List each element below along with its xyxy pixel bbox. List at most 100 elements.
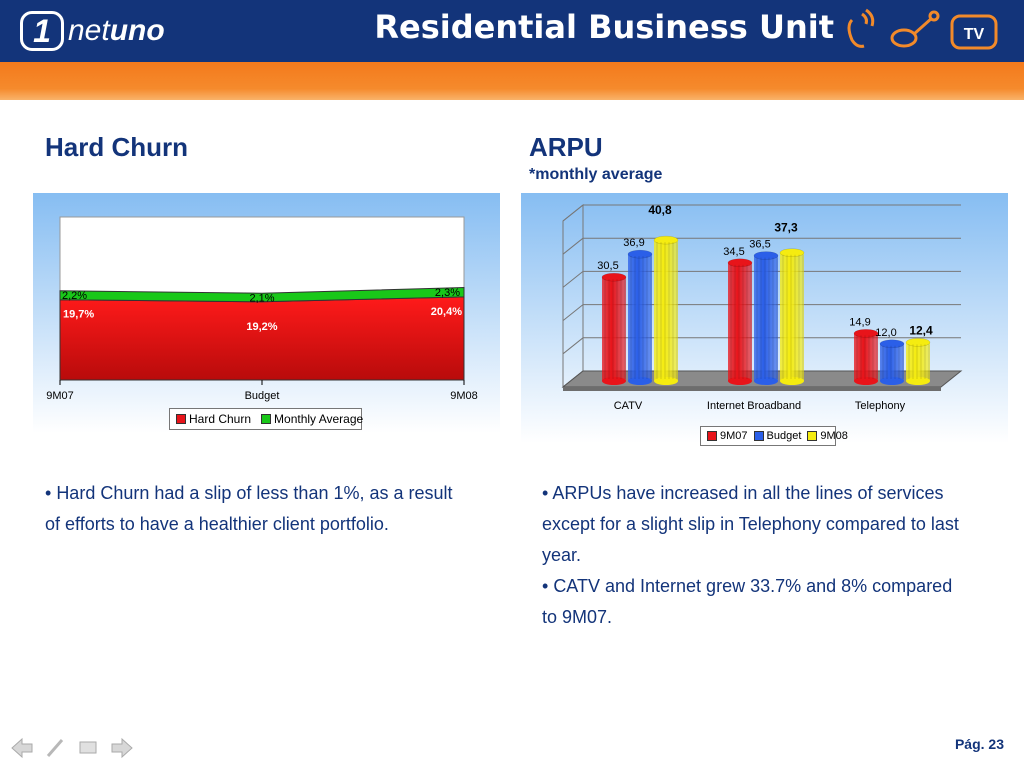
screen-icon[interactable] <box>79 741 97 754</box>
legend-item-budget: Budget <box>753 430 802 442</box>
header-bar <box>0 0 1024 62</box>
bar-value-label: 12,0 <box>875 327 896 339</box>
bar-value-label: 40,8 <box>648 203 672 217</box>
x-tick-label: 9M07 <box>46 390 74 402</box>
arpu-subtitle: *monthly average <box>529 166 663 183</box>
bar-body <box>906 342 930 381</box>
bar-body <box>880 343 904 381</box>
data-label-monthly-average: 2,3% <box>435 287 460 299</box>
arpu-bullets: • ARPUs have increased in all the lines … <box>542 478 962 633</box>
legend-label-9m07: 9M07 <box>720 430 748 442</box>
bar-value-label: 36,9 <box>623 237 644 249</box>
bar-cap <box>779 248 805 257</box>
data-label-hard-churn: 19,2% <box>246 321 277 333</box>
bar-cap <box>879 339 905 349</box>
gridline-side <box>562 337 584 355</box>
bar-base <box>780 377 804 385</box>
bar-body <box>728 262 752 381</box>
legend-item-9m08: 9M08 <box>807 430 848 442</box>
logo-text: netuno <box>68 14 165 47</box>
bar-cap <box>601 272 627 282</box>
gridline-side <box>562 271 584 288</box>
bullet-item: • Hard Churn had a slip of less than 1%,… <box>45 483 453 534</box>
gridline-side <box>562 204 584 222</box>
bar-cap <box>905 338 931 347</box>
bullet-item: • CATV and Internet grew 33.7% and 8% co… <box>542 576 953 627</box>
category-label: Internet Broadband <box>707 400 801 412</box>
bar-base <box>602 377 626 385</box>
area-monthly-average <box>59 286 465 303</box>
bullet-text: CATV and Internet grew 33.7% and 8% comp… <box>542 576 953 627</box>
legend-swatch-9m08 <box>807 431 818 441</box>
floor-edge <box>563 387 941 391</box>
legend-label-budget: Budget <box>766 430 802 442</box>
legend-swatch-hard-churn <box>176 414 186 424</box>
legend-item-monthly-average: Monthly Average <box>261 412 363 426</box>
legend-swatch-9m07 <box>707 431 717 441</box>
bullet-item: • ARPUs have increased in all the lines … <box>542 483 959 565</box>
data-label-hard-churn: 20,4% <box>431 306 462 318</box>
broadband-icon <box>890 10 940 48</box>
bar-value-label: 14,9 <box>849 316 870 328</box>
x-tick-label: Budget <box>245 390 280 402</box>
arpu-title: ARPU <box>529 132 603 162</box>
legend-item-hard-churn: Hard Churn <box>176 412 251 426</box>
bar-body <box>754 255 778 381</box>
phone-icon <box>847 8 875 48</box>
back-arrow-icon[interactable] <box>11 737 33 759</box>
bar-cap <box>653 235 679 245</box>
arpu-legend: 9M07 Budget 9M08 <box>700 426 848 446</box>
data-label-monthly-average: 2,1% <box>249 292 274 304</box>
netuno-logo: 1 netuno <box>20 8 165 54</box>
bar-body <box>602 277 626 381</box>
legend-label-hard-churn: Hard Churn <box>189 412 252 426</box>
gridline-side <box>562 304 584 321</box>
side-wall <box>562 203 584 389</box>
bar-base <box>754 377 778 385</box>
bar-body <box>654 240 678 381</box>
hard-churn-chart-svg: 9M07 Budget 9M08 19,7% 19,2% 20,4% 2,2% 2,1% 2,3… <box>46 216 478 402</box>
bar-value-label: 12,4 <box>909 323 933 337</box>
bar-base <box>654 377 678 385</box>
bullet-text: ARPUs have increased in all the lines of… <box>542 483 959 565</box>
bullet-text: Hard Churn had a slip of less than 1%, a… <box>45 483 453 534</box>
category-label: CATV <box>614 400 643 412</box>
hard-churn-legend: Hard Churn Monthly Average <box>169 408 363 430</box>
bar-cap <box>853 329 879 338</box>
bar-base <box>628 377 652 385</box>
category-label: Telephony <box>855 400 906 412</box>
page-title: Residential Business Unit <box>374 8 834 46</box>
hard-churn-bullets: • Hard Churn had a slip of less than 1%,… <box>45 478 465 540</box>
legend-swatch-budget <box>753 431 764 441</box>
legend-label-9m08: 9M08 <box>820 430 848 442</box>
bar-body <box>854 333 878 381</box>
x-tick-label: 9M08 <box>450 390 478 402</box>
slide-navigation <box>11 737 133 759</box>
bar-value-label: 30,5 <box>597 260 618 272</box>
bar-base <box>854 377 878 385</box>
bar-value-label: 37,3 <box>774 221 798 235</box>
legend-swatch-monthly-average <box>261 414 272 424</box>
tv-label: TV <box>964 26 985 43</box>
bar-cap <box>627 249 653 259</box>
orange-band <box>0 62 1024 100</box>
bar-cap <box>727 258 753 268</box>
pen-icon[interactable] <box>46 739 64 757</box>
forward-arrow-icon[interactable] <box>111 737 133 759</box>
bar-base <box>880 377 904 385</box>
bar-base <box>728 377 752 385</box>
arpu-chart-svg: CATV 30,5 36,9 40,8 Internet Broadband 34,5 36… <box>561 203 963 412</box>
service-icons: TV <box>847 8 998 50</box>
arpu-chart: CATV 30,5 36,9 40,8 Internet Broadband 34,5 36… <box>521 193 1008 446</box>
logo-badge: 1 <box>20 11 64 51</box>
hard-churn-chart: 9M07 Budget 9M08 19,7% 19,2% 20,4% 2,2% 2,1% 2,3… <box>33 193 500 433</box>
bar-body <box>628 254 652 381</box>
bar-body <box>780 252 804 381</box>
gridline-side <box>562 237 584 255</box>
tv-icon: TV <box>950 14 998 50</box>
legend-item-9m07: 9M07 <box>707 430 748 442</box>
bar-value-label: 34,5 <box>723 246 744 258</box>
bar-cap <box>753 251 779 260</box>
legend-label-monthly-average: Monthly Average <box>274 412 364 426</box>
bar-value-label: 36,5 <box>749 239 770 251</box>
